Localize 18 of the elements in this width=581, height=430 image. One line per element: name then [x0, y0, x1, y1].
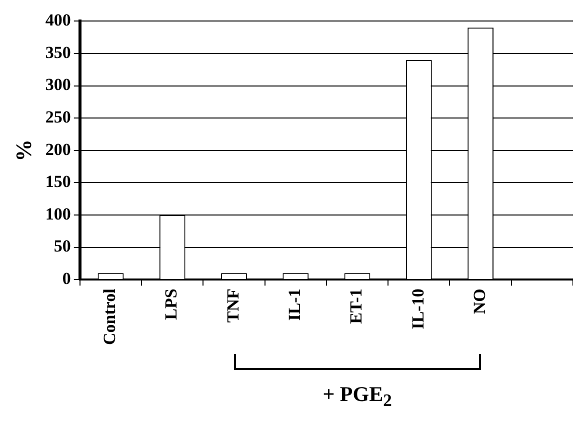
y-tick-label: 350 [45, 42, 71, 62]
y-tick-label: 100 [45, 204, 71, 224]
x-tick-label: IL-10 [408, 288, 428, 330]
x-tick-label: Control [100, 288, 120, 346]
y-tick-label: 0 [62, 269, 71, 288]
x-tick-label: ET-1 [346, 288, 366, 324]
y-tick-label: 400 [45, 10, 71, 30]
y-axis-title: % [10, 139, 36, 162]
y-tick-label: 250 [45, 108, 71, 127]
x-tick-label: LPS [162, 288, 181, 320]
x-tick-label: NO [470, 288, 489, 314]
y-tick-label: 300 [45, 75, 71, 94]
y-tick-label: 150 [45, 172, 71, 192]
y-tick-label: 50 [54, 236, 71, 256]
y-tick-label: 200 [45, 140, 71, 159]
text: + PGE$_{2}$ [322, 382, 393, 412]
x-tick-label: TNF [223, 288, 242, 323]
x-tick-label: IL-1 [285, 288, 304, 321]
